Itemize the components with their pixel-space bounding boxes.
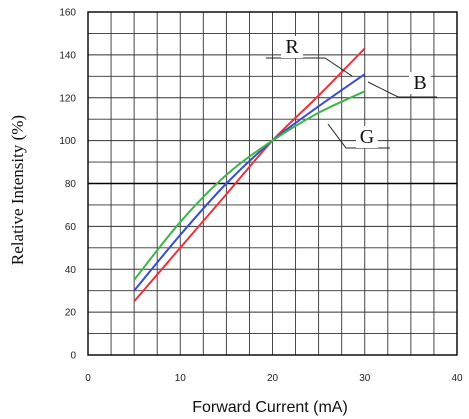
y-tick-label: 160 (59, 8, 76, 19)
tick-labels: 0 10 20 30 40 0 20 40 60 80 100 120 140 160 (59, 8, 463, 385)
y-tick-label: 140 (59, 50, 76, 61)
y-tick-label: 20 (65, 308, 77, 319)
y-tick-label: 40 (65, 265, 77, 276)
x-tick-label: 0 (85, 373, 91, 384)
series-label-box (281, 36, 303, 58)
y-tick-label: 120 (59, 93, 76, 104)
series-line-r (133, 47, 366, 303)
y-tick-label: 60 (65, 222, 77, 233)
series-label-r: R (285, 36, 299, 58)
x-tick-label: 40 (451, 373, 463, 384)
axes (87, 11, 458, 356)
series (133, 47, 366, 303)
series-label-g: G (360, 126, 374, 148)
series-label-b: B (413, 72, 426, 94)
series-label-box (356, 126, 378, 148)
x-tick-label: 30 (359, 373, 371, 384)
x-tick-label: 10 (175, 373, 187, 384)
series-line-b (133, 73, 366, 292)
x-axis-title: Forward Current (mA) (192, 399, 348, 416)
y-tick-label: 0 (70, 351, 76, 362)
series-line-g (133, 90, 366, 281)
series-labels: R B G (266, 36, 437, 149)
series-label-box (409, 72, 431, 94)
series-label-leader (367, 81, 437, 98)
x-tick-label: 20 (267, 373, 279, 384)
plot-frame (87, 11, 458, 356)
y-tick-label: 100 (59, 136, 76, 147)
y-axis-title: Relative Intensity (%) (8, 115, 27, 265)
y-tick-label: 80 (65, 179, 77, 190)
